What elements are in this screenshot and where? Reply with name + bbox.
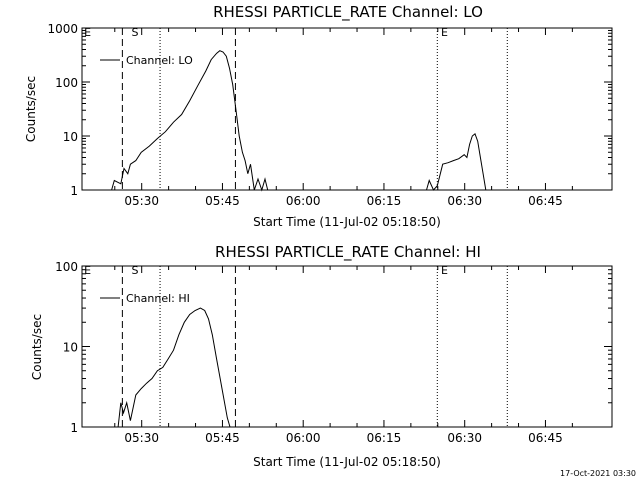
y-tick-label: 1 xyxy=(70,421,78,435)
plot-frame-lo xyxy=(81,27,613,191)
x-tick-label: 05:30 xyxy=(124,431,159,445)
panel-hi: RHESSI PARTICLE_RATE Channel: HI E S E 05:… xyxy=(30,243,613,469)
vertical-lines-lo xyxy=(121,28,508,190)
series-line-hi xyxy=(117,307,231,428)
plot-frame-hi xyxy=(81,265,613,428)
x-tick-label: 06:15 xyxy=(367,431,402,445)
y-tick-label: 10 xyxy=(63,130,78,144)
x-tick-label: 05:45 xyxy=(205,431,240,445)
legend-text-hi: Channel: HI xyxy=(126,292,190,305)
x-tick-label: 05:45 xyxy=(205,194,240,208)
y-axis-label-lo: Counts/sec xyxy=(24,76,38,142)
marker-label: E xyxy=(441,264,448,277)
x-axis-label-hi: Start Time (11-Jul-02 05:18:50) xyxy=(253,455,441,469)
y-tick-label: 1 xyxy=(70,184,78,198)
panel-lo: RHESSI PARTICLE_RATE Channel: LO E S E 05:… xyxy=(24,3,613,229)
x-tick-label: 06:15 xyxy=(367,194,402,208)
timestamp: 17-Oct-2021 03:30 xyxy=(560,469,636,478)
chart-title-hi: RHESSI PARTICLE_RATE Channel: HI xyxy=(215,243,481,262)
y-tick-label: 10 xyxy=(63,341,78,355)
x-tick-label: 06:30 xyxy=(447,431,482,445)
x-tick-label: 06:00 xyxy=(286,431,321,445)
marker-label: E xyxy=(84,264,91,277)
y-tick-label: 1000 xyxy=(47,22,78,36)
x-tick-label: 05:30 xyxy=(124,194,159,208)
y-tick-label: 100 xyxy=(55,260,78,274)
x-ticks-hi: 05:30 05:45 06:00 06:15 06:30 06:45 xyxy=(114,266,573,445)
y-ticks-lo: 1 10 100 1000 xyxy=(47,22,612,198)
vertical-lines-hi xyxy=(121,266,508,427)
legend-text-lo: Channel: LO xyxy=(126,54,193,67)
x-ticks-lo: 05:30 05:45 06:00 06:15 06:30 06:45 xyxy=(114,28,573,208)
x-tick-label: 06:30 xyxy=(447,194,482,208)
marker-label: E xyxy=(84,26,91,39)
x-tick-label: 06:45 xyxy=(528,431,563,445)
marker-label: E xyxy=(441,26,448,39)
x-axis-label-lo: Start Time (11-Jul-02 05:18:50) xyxy=(253,215,441,229)
x-tick-label: 06:00 xyxy=(286,194,321,208)
x-tick-label: 06:45 xyxy=(528,194,563,208)
marker-label: S xyxy=(131,264,138,277)
chart-title-lo: RHESSI PARTICLE_RATE Channel: LO xyxy=(213,3,483,22)
y-axis-label-hi: Counts/sec xyxy=(30,314,44,380)
series-line-lo xyxy=(111,50,487,192)
y-ticks-hi: 1 10 100 xyxy=(55,260,612,435)
y-tick-label: 100 xyxy=(55,76,78,90)
marker-label: S xyxy=(131,26,138,39)
